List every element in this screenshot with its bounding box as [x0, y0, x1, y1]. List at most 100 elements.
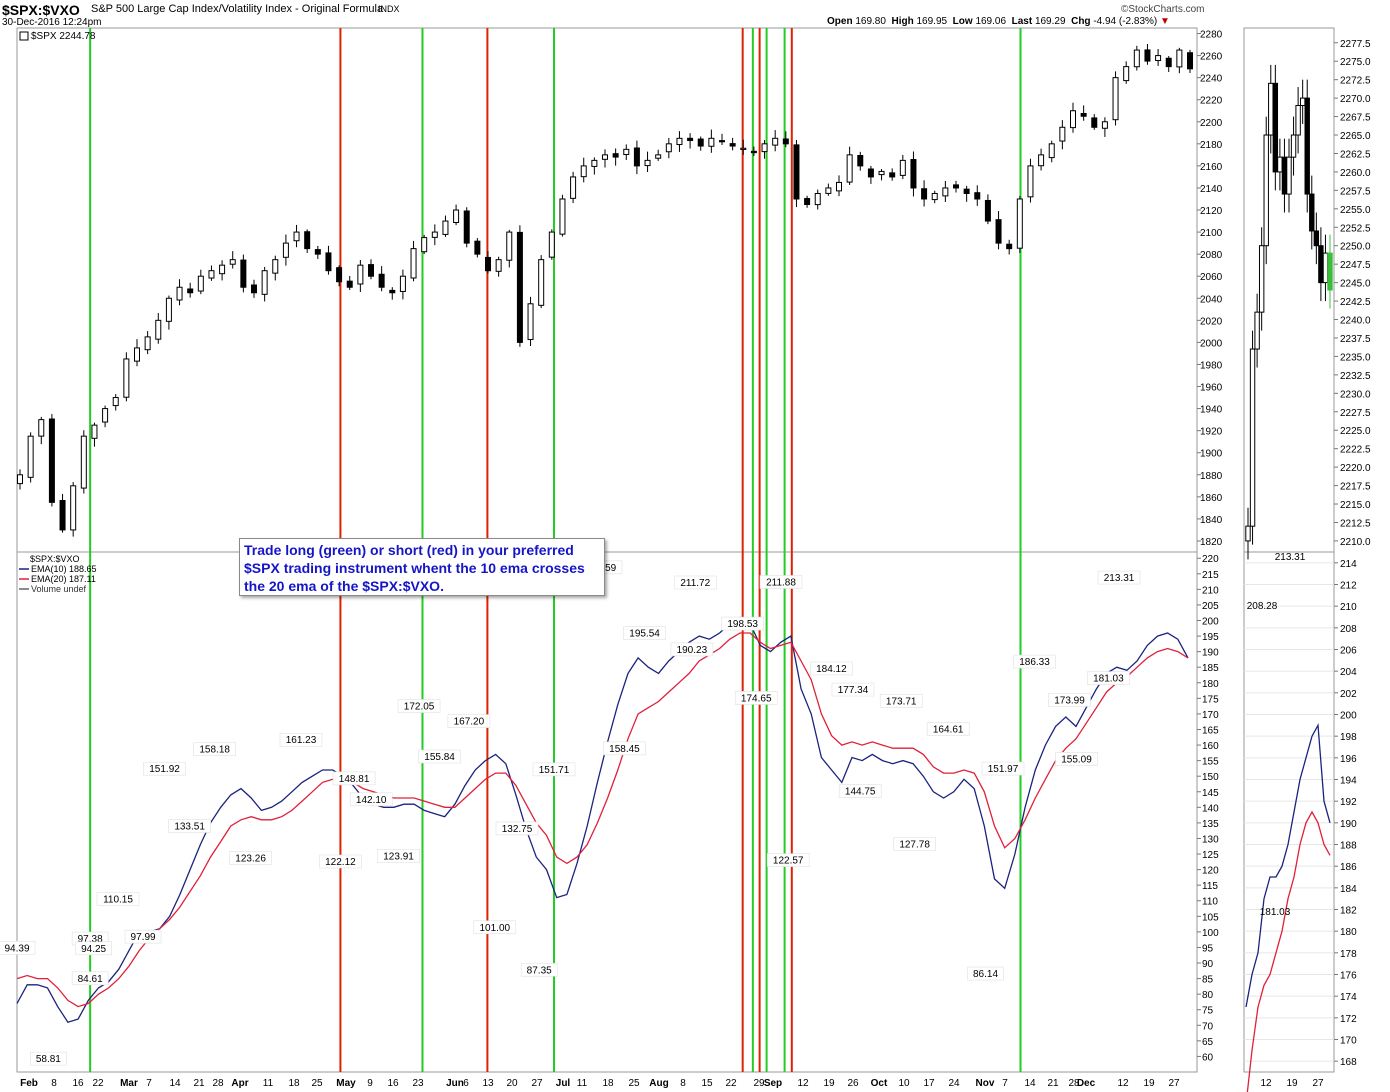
ratio-tick-label: 135	[1202, 819, 1219, 830]
ratio-legend-label: Volume undef	[31, 584, 87, 594]
data-label-box	[0, 941, 36, 955]
data-label-box	[926, 722, 970, 736]
price-candle	[474, 240, 481, 255]
zoom-price-tick-label: 2265.0	[1340, 131, 1371, 142]
data-label: 84.61	[78, 974, 103, 985]
price-tick-label: 1940	[1200, 405, 1223, 416]
data-label-box	[1013, 654, 1056, 669]
x-tick-label: 11	[577, 1078, 588, 1089]
x-tick-label: Mar	[120, 1078, 138, 1089]
x-tick-label: 18	[288, 1078, 300, 1089]
x-tick-label: 28	[1068, 1078, 1080, 1089]
price-candle	[559, 198, 566, 235]
price-candle	[538, 259, 545, 306]
x-tick-label: Sep	[764, 1078, 782, 1089]
data-label-box	[229, 851, 272, 865]
price-tick-label: 2280	[1200, 30, 1223, 41]
zoom-ratio-tick-label: 192	[1340, 797, 1357, 808]
zoom-ratio-tick-label: 172	[1340, 1014, 1357, 1025]
price-candle	[506, 231, 513, 261]
zoom-ratio-tick-label: 200	[1340, 711, 1357, 722]
zoom-x-label: 19	[1286, 1078, 1298, 1089]
data-label: 186.33	[1019, 657, 1050, 668]
data-label: 142.10	[356, 795, 387, 806]
price-candle	[761, 143, 768, 153]
ratio-tick-label: 155	[1202, 757, 1219, 768]
price-tick-label: 2060	[1200, 272, 1223, 283]
price-tick-label: 1920	[1200, 427, 1223, 438]
price-candle	[1059, 126, 1066, 142]
price-tick-label: 2100	[1200, 228, 1223, 239]
zoom-candle	[1327, 252, 1333, 291]
zoom-ratio-tick-label: 180	[1340, 927, 1357, 938]
price-candle	[570, 176, 577, 199]
zoom-price-tick-label: 2250.0	[1340, 242, 1371, 253]
price-candle	[750, 150, 757, 154]
data-label-box	[981, 761, 1025, 776]
price-candle	[1123, 66, 1130, 82]
zoom-price-tick-label: 2242.5	[1340, 297, 1371, 308]
ratio-tick-label: 80	[1202, 990, 1214, 1001]
price-candle	[421, 237, 428, 253]
x-tick-label: 26	[847, 1078, 859, 1089]
price-candle	[655, 154, 662, 159]
watermark: ©StockCharts.com	[1121, 4, 1205, 15]
zoom-candle	[1254, 311, 1260, 350]
zoom-candle	[1290, 134, 1297, 158]
price-candle	[240, 259, 247, 288]
price-candle	[1165, 57, 1172, 68]
x-tick-label: 24	[948, 1078, 960, 1089]
price-candle	[676, 137, 683, 146]
ratio-tick-label: 85	[1202, 975, 1214, 986]
price-candle	[219, 264, 226, 275]
data-label: 148.81	[339, 774, 370, 785]
zoom-candle	[1295, 104, 1301, 136]
price-candle	[846, 154, 853, 183]
data-label-box	[143, 761, 186, 776]
price-candle	[38, 419, 45, 437]
price-candle	[1016, 198, 1023, 249]
data-label: 123.26	[235, 853, 266, 864]
data-label-box	[838, 784, 882, 798]
price-tick-label: 2200	[1200, 118, 1223, 129]
zoom-price-tick-label: 2225.0	[1340, 426, 1371, 437]
price-tick-label: 1880	[1200, 471, 1223, 482]
ratio-tick-label: 105	[1202, 912, 1219, 923]
data-label-box	[332, 771, 376, 786]
data-label: 133.51	[174, 822, 205, 833]
data-label-box	[721, 616, 764, 631]
chg-value: -4.94 (-2.83%)	[1093, 16, 1158, 27]
open-label: Open	[827, 16, 853, 27]
x-tick-label: 13	[482, 1078, 494, 1089]
price-candle	[878, 170, 885, 176]
data-label-box	[766, 853, 810, 867]
price-candle	[910, 159, 917, 189]
open-value: 169.80	[855, 16, 886, 27]
price-tick-label: 2120	[1200, 206, 1223, 217]
data-label-box	[879, 694, 923, 708]
data-label: 122.12	[325, 857, 356, 868]
zoom-ema20-line	[1246, 810, 1331, 1092]
data-label-box	[1097, 570, 1141, 585]
x-tick-label: 11	[263, 1078, 274, 1089]
price-candle	[27, 435, 34, 478]
zoom-ratio-tick-label: 190	[1340, 819, 1357, 830]
x-tick-label: 23	[412, 1078, 424, 1089]
data-label-box	[193, 742, 236, 757]
x-tick-label: 16	[72, 1078, 84, 1089]
x-tick-label: 12	[797, 1078, 809, 1089]
price-candle	[357, 264, 364, 285]
price-candle	[772, 137, 779, 146]
x-tick-label: Feb	[20, 1078, 38, 1089]
price-candle	[623, 148, 630, 156]
x-tick-label: 7	[1002, 1078, 1008, 1089]
price-candle	[80, 435, 87, 489]
price-candle	[1112, 77, 1119, 121]
ema20-line	[16, 632, 1189, 1008]
x-tick-label: 7	[146, 1078, 152, 1089]
price-candle	[633, 147, 640, 167]
price-candle	[1080, 112, 1087, 117]
strategy-annotation: Trade long (green) or short (red) in you…	[239, 538, 605, 596]
x-tick-label: 27	[1168, 1078, 1180, 1089]
zoom-price-tick-label: 2237.5	[1340, 334, 1371, 345]
